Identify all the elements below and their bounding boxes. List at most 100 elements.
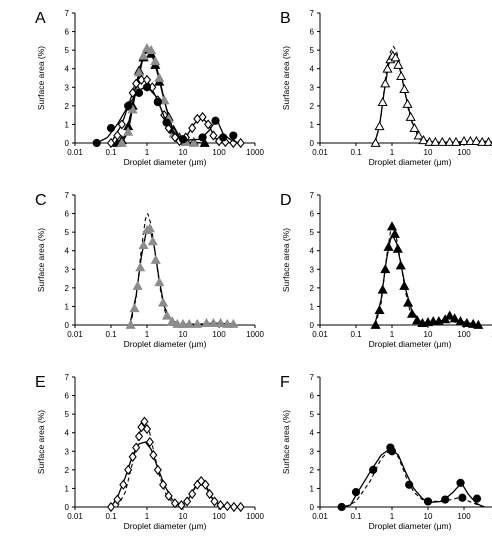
data-point: [92, 138, 101, 148]
data-point: [461, 317, 472, 328]
data-point: [164, 490, 173, 501]
y-tick-label: 1: [310, 120, 315, 129]
x-tick-label: 1: [390, 512, 395, 521]
data-point: [147, 236, 158, 246]
x-tick-label: 100: [212, 512, 226, 521]
data-point: [402, 98, 413, 108]
data-point: [236, 501, 245, 513]
data-point: [392, 243, 403, 253]
y-tick-label: 6: [310, 28, 315, 37]
x-tick-label: 1000: [246, 512, 264, 521]
y-axis-title: Surface area (%): [36, 410, 46, 474]
data-point: [129, 303, 140, 313]
data-point: [140, 416, 149, 427]
data-point: [188, 137, 199, 147]
data-point: [389, 228, 400, 238]
data-point: [229, 131, 238, 140]
x-axis-title: Droplet diameter (µm): [369, 521, 452, 531]
data-point: [153, 98, 162, 107]
data-point: [399, 83, 410, 94]
data-point: [387, 447, 397, 456]
data-point: [198, 111, 207, 123]
data-point: [134, 431, 144, 442]
x-tick-label: 100: [212, 330, 226, 339]
chart-panel-e: E 0 1 2 3 4 5 6 7 0.01 0.1 1 10 100 1000 Droplet diamet…: [35, 373, 264, 531]
y-tick-label: 3: [310, 83, 315, 92]
data-point: [124, 464, 133, 475]
data-point: [177, 500, 186, 511]
data-point: [113, 130, 122, 141]
x-tick-label: 10: [424, 512, 433, 521]
x-tick-label: 100: [457, 330, 471, 339]
data-point: [413, 130, 424, 140]
data-point: [177, 318, 189, 328]
data-point: [142, 83, 152, 92]
fit-line: [129, 227, 234, 326]
y-tick-label: 0: [65, 321, 70, 330]
y-tick-label: 2: [65, 102, 70, 111]
data-point: [124, 101, 133, 110]
data-point: [142, 423, 152, 435]
y-tick-label: 3: [65, 265, 70, 274]
data-point: [472, 494, 482, 503]
y-tick-label: 0: [65, 503, 70, 512]
data-point: [138, 239, 149, 250]
series-1: [337, 443, 486, 512]
data-point: [444, 310, 455, 320]
data-point: [377, 284, 388, 294]
data-point: [458, 493, 467, 502]
data-point: [418, 134, 429, 145]
x-tick-label: 0.01: [67, 148, 83, 157]
x-tick-label: 0.01: [67, 330, 83, 339]
data-point: [377, 96, 388, 107]
x-tick-label: 0.01: [67, 512, 83, 521]
data-point: [134, 88, 144, 97]
series-1: [370, 221, 484, 329]
data-point: [146, 44, 157, 55]
data-point: [403, 297, 414, 307]
data-point: [201, 479, 210, 490]
y-tick-label: 7: [310, 373, 315, 382]
data-point: [390, 52, 401, 62]
x-tick-label: 1: [145, 512, 150, 521]
data-point: [399, 280, 410, 290]
data-point: [386, 221, 398, 231]
data-point: [183, 496, 192, 507]
x-tick-label: 0.1: [105, 148, 117, 157]
data-point: [229, 501, 239, 513]
y-axis-title: Surface area (%): [281, 228, 291, 292]
data-point: [412, 315, 423, 325]
x-tick-label: 1: [145, 148, 150, 157]
data-point: [158, 297, 169, 307]
data-point: [449, 313, 460, 323]
data-point: [117, 119, 126, 130]
y-axis-title: Surface area (%): [281, 46, 291, 110]
x-tick-label: 10: [424, 148, 433, 157]
y-tick-label: 6: [65, 28, 70, 37]
x-tick-label: 100: [212, 148, 226, 157]
x-tick-label: 0.1: [105, 330, 117, 339]
data-point: [471, 135, 482, 146]
x-tick-label: 0.1: [350, 512, 362, 521]
y-tick-label: 6: [310, 392, 315, 401]
y-tick-label: 6: [310, 210, 315, 219]
x-axis-title: Droplet diameter (µm): [369, 339, 452, 349]
data-point: [374, 121, 385, 131]
x-tick-label: 1000: [246, 330, 264, 339]
x-tick-label: 1: [390, 148, 395, 157]
data-point: [159, 479, 168, 490]
y-tick-label: 5: [310, 46, 315, 55]
chart-panel-a: A 0 1 2 3 4 5 6 7 0.01 0.1 1 10 100 1000 Droplet diamet…: [35, 9, 264, 167]
series-4: [92, 83, 239, 148]
y-tick-label: 7: [65, 373, 70, 382]
data-point: [123, 126, 134, 136]
data-point: [215, 317, 226, 328]
data-point: [458, 135, 470, 146]
data-point: [116, 137, 127, 147]
panel-letter: B: [280, 10, 291, 27]
data-point: [154, 72, 165, 82]
data-point: [150, 254, 161, 264]
data-point: [128, 87, 137, 98]
data-point: [198, 133, 207, 142]
data-point: [441, 495, 450, 504]
